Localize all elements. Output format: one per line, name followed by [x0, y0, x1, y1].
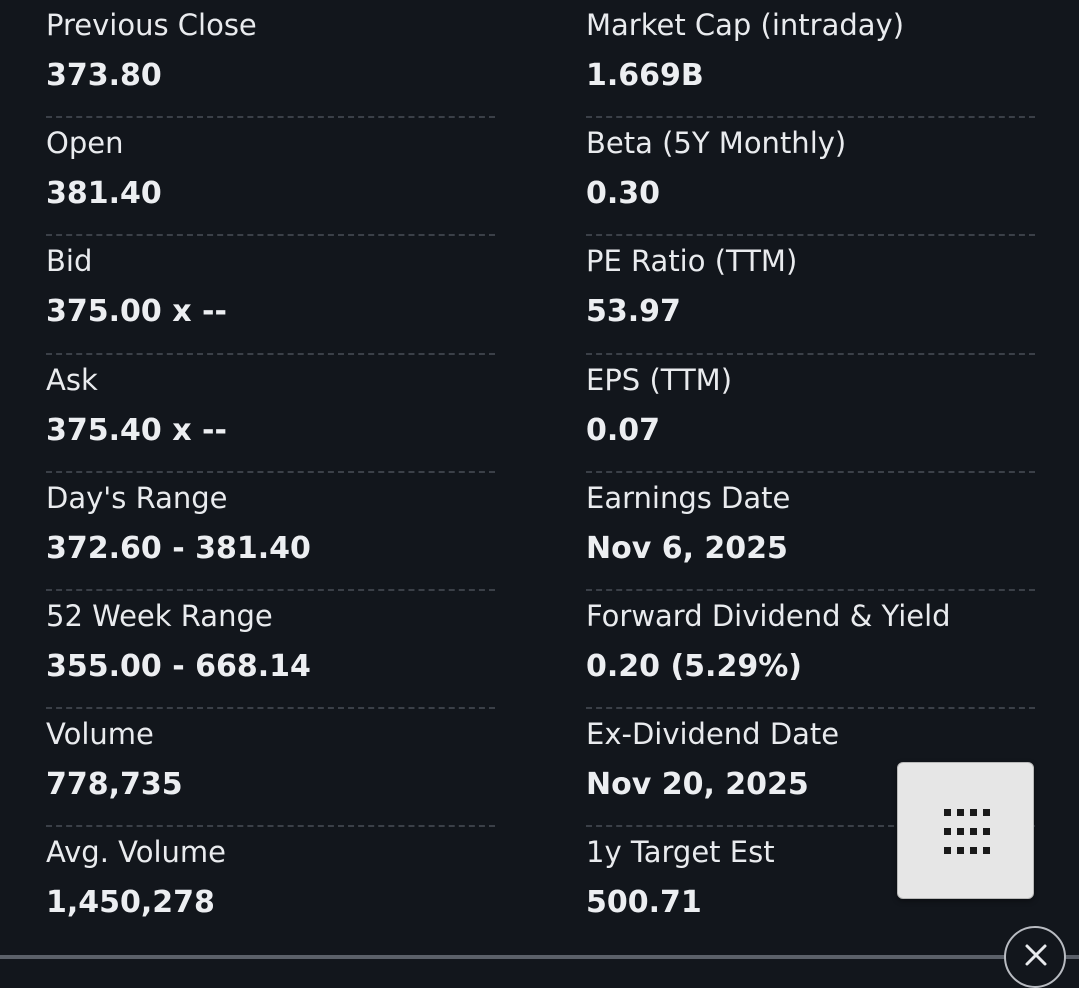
stat-row-ex-dividend-date: Ex-Dividend Date Nov 20, 2025: [586, 709, 1035, 828]
stat-label: PE Ratio (TTM): [586, 244, 798, 279]
stat-value: 373.80: [46, 58, 162, 93]
stat-label: Open: [46, 126, 124, 161]
stat-value: 355.00 - 668.14: [46, 648, 311, 684]
stat-label: Earnings Date: [586, 480, 791, 515]
stat-row-ask: Ask 375.40 x --: [46, 355, 495, 473]
stat-row-bid: Bid 375.00 x --: [46, 236, 495, 355]
close-button[interactable]: [1004, 926, 1066, 988]
stat-label: Market Cap (intraday): [586, 8, 905, 42]
stat-value: 375.00 x --: [46, 294, 227, 330]
stat-row-52-week-range: 52 Week Range 355.00 - 668.14: [46, 591, 495, 710]
stat-row-forward-dividend-yield: Forward Dividend & Yield 0.20 (5.29%): [586, 591, 1035, 710]
stat-row-previous-close: Previous Close 373.80: [46, 0, 495, 119]
stat-row-open: Open 381.40: [46, 118, 495, 237]
stats-column-left: Previous Close 373.80 Open 381.40 Bid 375.00 …: [46, 0, 495, 946]
stat-value: Nov 20, 2025: [586, 767, 809, 803]
stat-value: 1.669B: [586, 58, 704, 93]
stat-row-beta-5y-monthly: Beta (5Y Monthly) 0.30: [586, 118, 1035, 237]
stat-row-eps-ttm: EPS (TTM) 0.07: [586, 355, 1035, 473]
stat-label: 52 Week Range: [46, 598, 273, 633]
stat-value: 778,735: [46, 767, 183, 803]
stat-row-avg-volume: Avg. Volume 1,450,278: [46, 827, 495, 945]
stat-label: Beta (5Y Monthly): [586, 126, 847, 161]
stat-label: Avg. Volume: [46, 835, 227, 870]
stat-row-1y-target-est: 1y Target Est 500.71: [586, 827, 1035, 945]
stat-value: 1,450,278: [46, 885, 215, 921]
stat-label: Ex-Dividend Date: [586, 717, 840, 752]
stat-label: Previous Close: [46, 8, 257, 42]
stat-label: Forward Dividend & Yield: [586, 598, 951, 633]
stats-column-right: Market Cap (intraday) 1.669B Beta (5Y Mont…: [586, 0, 1035, 946]
grid-menu-button[interactable]: [897, 762, 1034, 899]
stat-row-market-cap-intraday: Market Cap (intraday) 1.669B: [586, 0, 1035, 119]
stat-value: 381.40: [46, 176, 162, 212]
stat-label: Ask: [46, 362, 98, 397]
stat-value: 0.20 (5.29%): [586, 648, 802, 684]
stat-label: Volume: [46, 717, 154, 752]
stat-row-earnings-date: Earnings Date Nov 6, 2025: [586, 473, 1035, 591]
stat-value: 500.71: [586, 885, 702, 921]
stat-label: 1y Target Est: [586, 835, 775, 870]
stat-value: 375.40 x --: [46, 412, 227, 448]
bottom-divider: [0, 955, 1079, 959]
stat-value: 53.97: [586, 294, 681, 330]
stat-row-day-s-range: Day's Range 372.60 - 381.40: [46, 473, 495, 591]
stat-label: EPS (TTM): [586, 362, 733, 397]
stat-value: 0.07: [586, 412, 661, 448]
close-icon: [1025, 944, 1047, 966]
stat-value: 372.60 - 381.40: [46, 530, 311, 566]
quote-statistics: Previous Close 373.80 Open 381.40 Bid 375.00 …: [46, 0, 1036, 930]
stat-row-pe-ratio-ttm: PE Ratio (TTM) 53.97: [586, 236, 1035, 355]
stat-label: Day's Range: [46, 480, 228, 515]
grid-dots-icon: [944, 809, 990, 854]
stat-label: Bid: [46, 244, 93, 279]
stat-value: 0.30: [586, 176, 661, 212]
stat-value: Nov 6, 2025: [586, 530, 788, 566]
stat-row-volume: Volume 778,735: [46, 709, 495, 828]
